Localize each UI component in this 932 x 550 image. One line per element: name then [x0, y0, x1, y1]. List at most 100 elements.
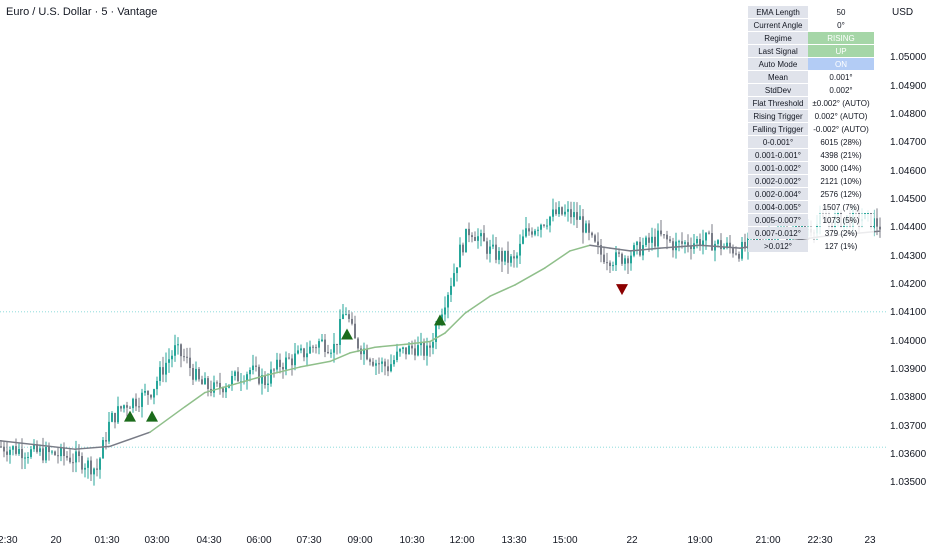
candle-body [681, 241, 683, 244]
candle-body [675, 241, 677, 251]
candle-body [138, 406, 140, 408]
ema-line-segment [489, 284, 516, 297]
candle-body [465, 228, 467, 253]
candle-body [756, 238, 758, 241]
candle-body [0, 446, 2, 448]
candle-body [483, 233, 485, 242]
candle-body [627, 258, 629, 264]
candle-body [387, 366, 389, 372]
candle-body [555, 209, 557, 215]
candle-body [474, 237, 476, 241]
ema-line-segment [609, 247, 631, 252]
candle-body [108, 421, 110, 442]
ema-line-segment [629, 247, 661, 252]
price-tick-label: 1.04000 [890, 335, 927, 347]
candle-body [321, 339, 323, 342]
candle-body [552, 209, 554, 217]
ema-line-segment [589, 244, 611, 249]
candle-body [615, 252, 617, 266]
stats-value: 4398 (21%) [808, 149, 874, 161]
candle-body [510, 256, 512, 263]
candle-body [192, 367, 194, 380]
candle-body [66, 456, 68, 458]
candle-body [33, 444, 35, 450]
candle-body [660, 230, 662, 235]
candle-body [201, 379, 203, 385]
time-tick-label: 06:00 [246, 535, 272, 546]
ema-line-segment [149, 405, 186, 433]
stats-value: 2121 (10%) [808, 175, 874, 187]
candle-body [330, 352, 332, 354]
stats-row: Rising Trigger 0.002° (AUTO) [748, 110, 874, 122]
stats-value: 379 (2%) [808, 227, 874, 239]
candle-body [183, 356, 185, 358]
candle-body [42, 448, 44, 461]
candle-body [57, 455, 59, 457]
candle-body [639, 241, 641, 256]
stats-value: 0° [808, 19, 874, 31]
candle-body [702, 240, 704, 247]
stats-label: 0.001-0.002° [748, 162, 808, 174]
buy-signal-triangle [341, 328, 353, 340]
stats-label: Auto Mode [748, 58, 808, 70]
candle-body [651, 236, 653, 243]
candle-body [429, 345, 431, 348]
stats-label: 0.005-0.007° [748, 214, 808, 226]
stats-value: ±0.002° (AUTO) [808, 97, 874, 109]
candle-body [456, 267, 458, 274]
candle-body [408, 345, 410, 355]
candle-body [741, 241, 743, 259]
candle-body [471, 235, 473, 238]
price-tick-label: 1.04600 [890, 165, 927, 177]
candle-body [726, 242, 728, 247]
time-tick-label: 01:30 [94, 535, 120, 546]
candle-body [198, 368, 200, 380]
candle-body [570, 209, 572, 218]
stats-label: Flat Threshold [748, 97, 808, 109]
stats-row: StdDev 0.002° [748, 84, 874, 96]
sell-signal-triangle [616, 284, 628, 296]
time-tick-label: 04:30 [196, 535, 222, 546]
candle-body [132, 398, 134, 409]
candle-body [30, 449, 32, 457]
price-tick-label: 1.04800 [890, 108, 927, 120]
candle-body [195, 368, 197, 380]
candle-body [153, 389, 155, 398]
candle-body [96, 468, 98, 470]
candle-body [486, 241, 488, 254]
candle-body [672, 241, 674, 251]
candle-body [657, 230, 659, 247]
buy-signal-triangle [434, 314, 446, 326]
candle-body [600, 245, 602, 255]
candle-body [27, 456, 29, 458]
candle-body [78, 451, 80, 457]
candle-body [735, 253, 737, 255]
candle-body [282, 367, 284, 370]
candle-body [624, 258, 626, 264]
candle-body [171, 355, 173, 360]
candle-body [9, 449, 11, 455]
candle-body [261, 375, 263, 384]
candle-body [582, 216, 584, 233]
candle-body [237, 371, 239, 382]
candle-body [204, 378, 206, 385]
candle-body [498, 250, 500, 260]
candle-body [540, 224, 542, 230]
chart-title: Euro / U.S. Dollar · 5 · Vantage [6, 6, 158, 18]
ema-line-segment [699, 244, 741, 249]
candle-body [129, 407, 131, 409]
candle-body [606, 262, 608, 264]
candle-body [546, 225, 548, 227]
candle-body [738, 253, 740, 259]
candle-body [186, 356, 188, 358]
time-tick-label: 03:00 [144, 535, 170, 546]
candle-body [867, 212, 869, 214]
ema-line-segment [299, 360, 331, 368]
candle-body [369, 359, 371, 362]
stats-label: StdDev [748, 84, 808, 96]
candle-body [159, 367, 161, 381]
candle-body [21, 448, 23, 459]
candle-body [720, 240, 722, 250]
candle-body [417, 345, 419, 356]
